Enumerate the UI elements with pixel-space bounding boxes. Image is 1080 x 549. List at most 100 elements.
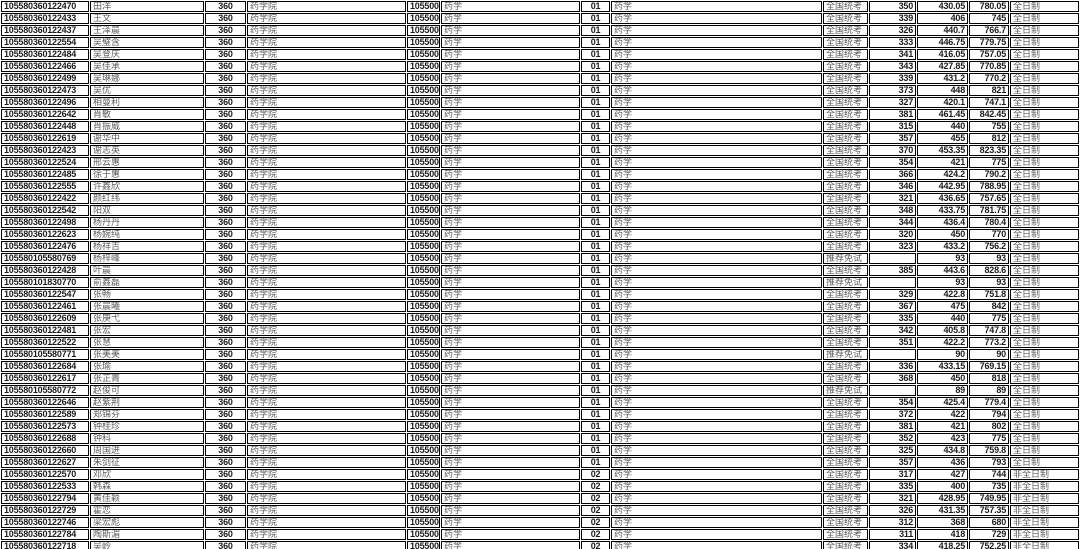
cell-exam-type: 全国统考 [823,97,868,108]
cell-total-score: 757.65 [969,193,1009,204]
cell-major-code: 105500 [407,97,440,108]
cell-exam-type: 全国统考 [823,505,868,516]
cell-study-mode: 全日制 [1010,109,1079,120]
cell-total-score: 756.2 [969,241,1009,252]
cell-major-code: 105500 [407,385,440,396]
cell-college-name: 药学院 [247,409,406,420]
cell-major-name: 药学 [441,397,580,408]
cell-secondary-score: 448 [917,85,968,96]
table-row: 105580360122448 肖振威 360 药学院 105500 药学 01 药学 … [1,121,1079,132]
cell-exam-type: 全国统考 [823,193,868,204]
cell-study-mode: 全日制 [1010,73,1079,84]
cell-major-name: 药学 [441,481,580,492]
cell-candidate-name: 徐于惠 [90,169,204,180]
cell-candidate-id: 105580360122623 [1,229,89,240]
table-row: 105580360122496 相曼利 360 药学院 105500 药学 01 药学 … [1,97,1079,108]
cell-study-mode: 全日制 [1010,145,1079,156]
table-row: 105580360122547 张畅 360 药学院 105500 药学 01 药学 全… [1,289,1079,300]
cell-direction-name: 药学 [611,397,822,408]
cell-direction-name: 药学 [611,301,822,312]
cell-major-name: 药学 [441,409,580,420]
cell-secondary-score: 436 [917,457,968,468]
cell-college-name: 药学院 [247,529,406,540]
cell-college-name: 药学院 [247,301,406,312]
cell-initial-score: 346 [869,181,916,192]
cell-direction-code: 01 [581,373,610,384]
cell-major-code: 105500 [407,13,440,24]
cell-exam-type: 全国统考 [823,1,868,12]
cell-candidate-name: 张芷菁 [90,373,204,384]
cell-major-name: 药学 [441,37,580,48]
cell-total-score: 747.8 [969,325,1009,336]
cell-college-name: 药学院 [247,145,406,156]
cell-total-score: 812 [969,133,1009,144]
cell-major-code: 105500 [407,73,440,84]
cell-major-name: 药学 [441,157,580,168]
cell-college-code: 360 [205,505,246,516]
cell-candidate-name: 张慧 [90,337,204,348]
cell-initial-score: 333 [869,37,916,48]
cell-secondary-score: 443.6 [917,265,968,276]
cell-college-name: 药学院 [247,289,406,300]
cell-initial-score: 381 [869,421,916,432]
cell-direction-code: 01 [581,241,610,252]
cell-secondary-score: 450 [917,229,968,240]
cell-major-code: 105500 [407,265,440,276]
cell-initial-score: 339 [869,73,916,84]
cell-direction-code: 01 [581,61,610,72]
cell-initial-score: 370 [869,145,916,156]
cell-college-code: 360 [205,517,246,528]
cell-college-code: 360 [205,289,246,300]
cell-college-name: 药学院 [247,157,406,168]
cell-secondary-score: 453.35 [917,145,968,156]
cell-direction-code: 01 [581,205,610,216]
cell-candidate-id: 105580360122554 [1,37,89,48]
cell-secondary-score: 368 [917,517,968,528]
cell-candidate-name: 叶晨 [90,265,204,276]
cell-direction-name: 药学 [611,313,822,324]
cell-candidate-name: 谢志英 [90,145,204,156]
cell-direction-code: 01 [581,97,610,108]
cell-college-name: 药学院 [247,73,406,84]
cell-direction-code: 01 [581,433,610,444]
cell-college-code: 360 [205,241,246,252]
cell-initial-score: 320 [869,229,916,240]
cell-major-code: 105500 [407,217,440,228]
cell-secondary-score: 450 [917,373,968,384]
cell-candidate-id: 105580360122484 [1,49,89,60]
cell-initial-score: 326 [869,505,916,516]
cell-total-score: 747.1 [969,97,1009,108]
cell-college-code: 360 [205,397,246,408]
cell-candidate-id: 105580360122627 [1,457,89,468]
cell-study-mode: 全日制 [1010,457,1079,468]
cell-direction-code: 01 [581,49,610,60]
cell-direction-code: 01 [581,409,610,420]
cell-exam-type: 全国统考 [823,133,868,144]
cell-total-score: 780.4 [969,217,1009,228]
cell-college-name: 药学院 [247,457,406,468]
cell-major-code: 105500 [407,541,440,549]
cell-college-name: 药学院 [247,181,406,192]
cell-candidate-name: 梁宏彪 [90,517,204,528]
cell-major-code: 105500 [407,157,440,168]
cell-direction-code: 01 [581,193,610,204]
cell-college-code: 360 [205,217,246,228]
cell-college-code: 360 [205,49,246,60]
cell-college-name: 药学院 [247,541,406,549]
cell-secondary-score: 434.8 [917,445,968,456]
cell-college-name: 药学院 [247,169,406,180]
cell-initial-score: 335 [869,481,916,492]
cell-total-score: 745 [969,13,1009,24]
cell-study-mode: 全日制 [1010,1,1079,12]
cell-college-name: 药学院 [247,433,406,444]
cell-candidate-id: 105580360122423 [1,145,89,156]
cell-initial-score: 339 [869,13,916,24]
cell-study-mode: 全日制 [1010,37,1079,48]
cell-major-code: 105500 [407,505,440,516]
cell-exam-type: 全国统考 [823,397,868,408]
cell-major-name: 药学 [441,253,580,264]
cell-candidate-id: 105580360122542 [1,205,89,216]
cell-direction-code: 01 [581,85,610,96]
cell-total-score: 779.4 [969,397,1009,408]
